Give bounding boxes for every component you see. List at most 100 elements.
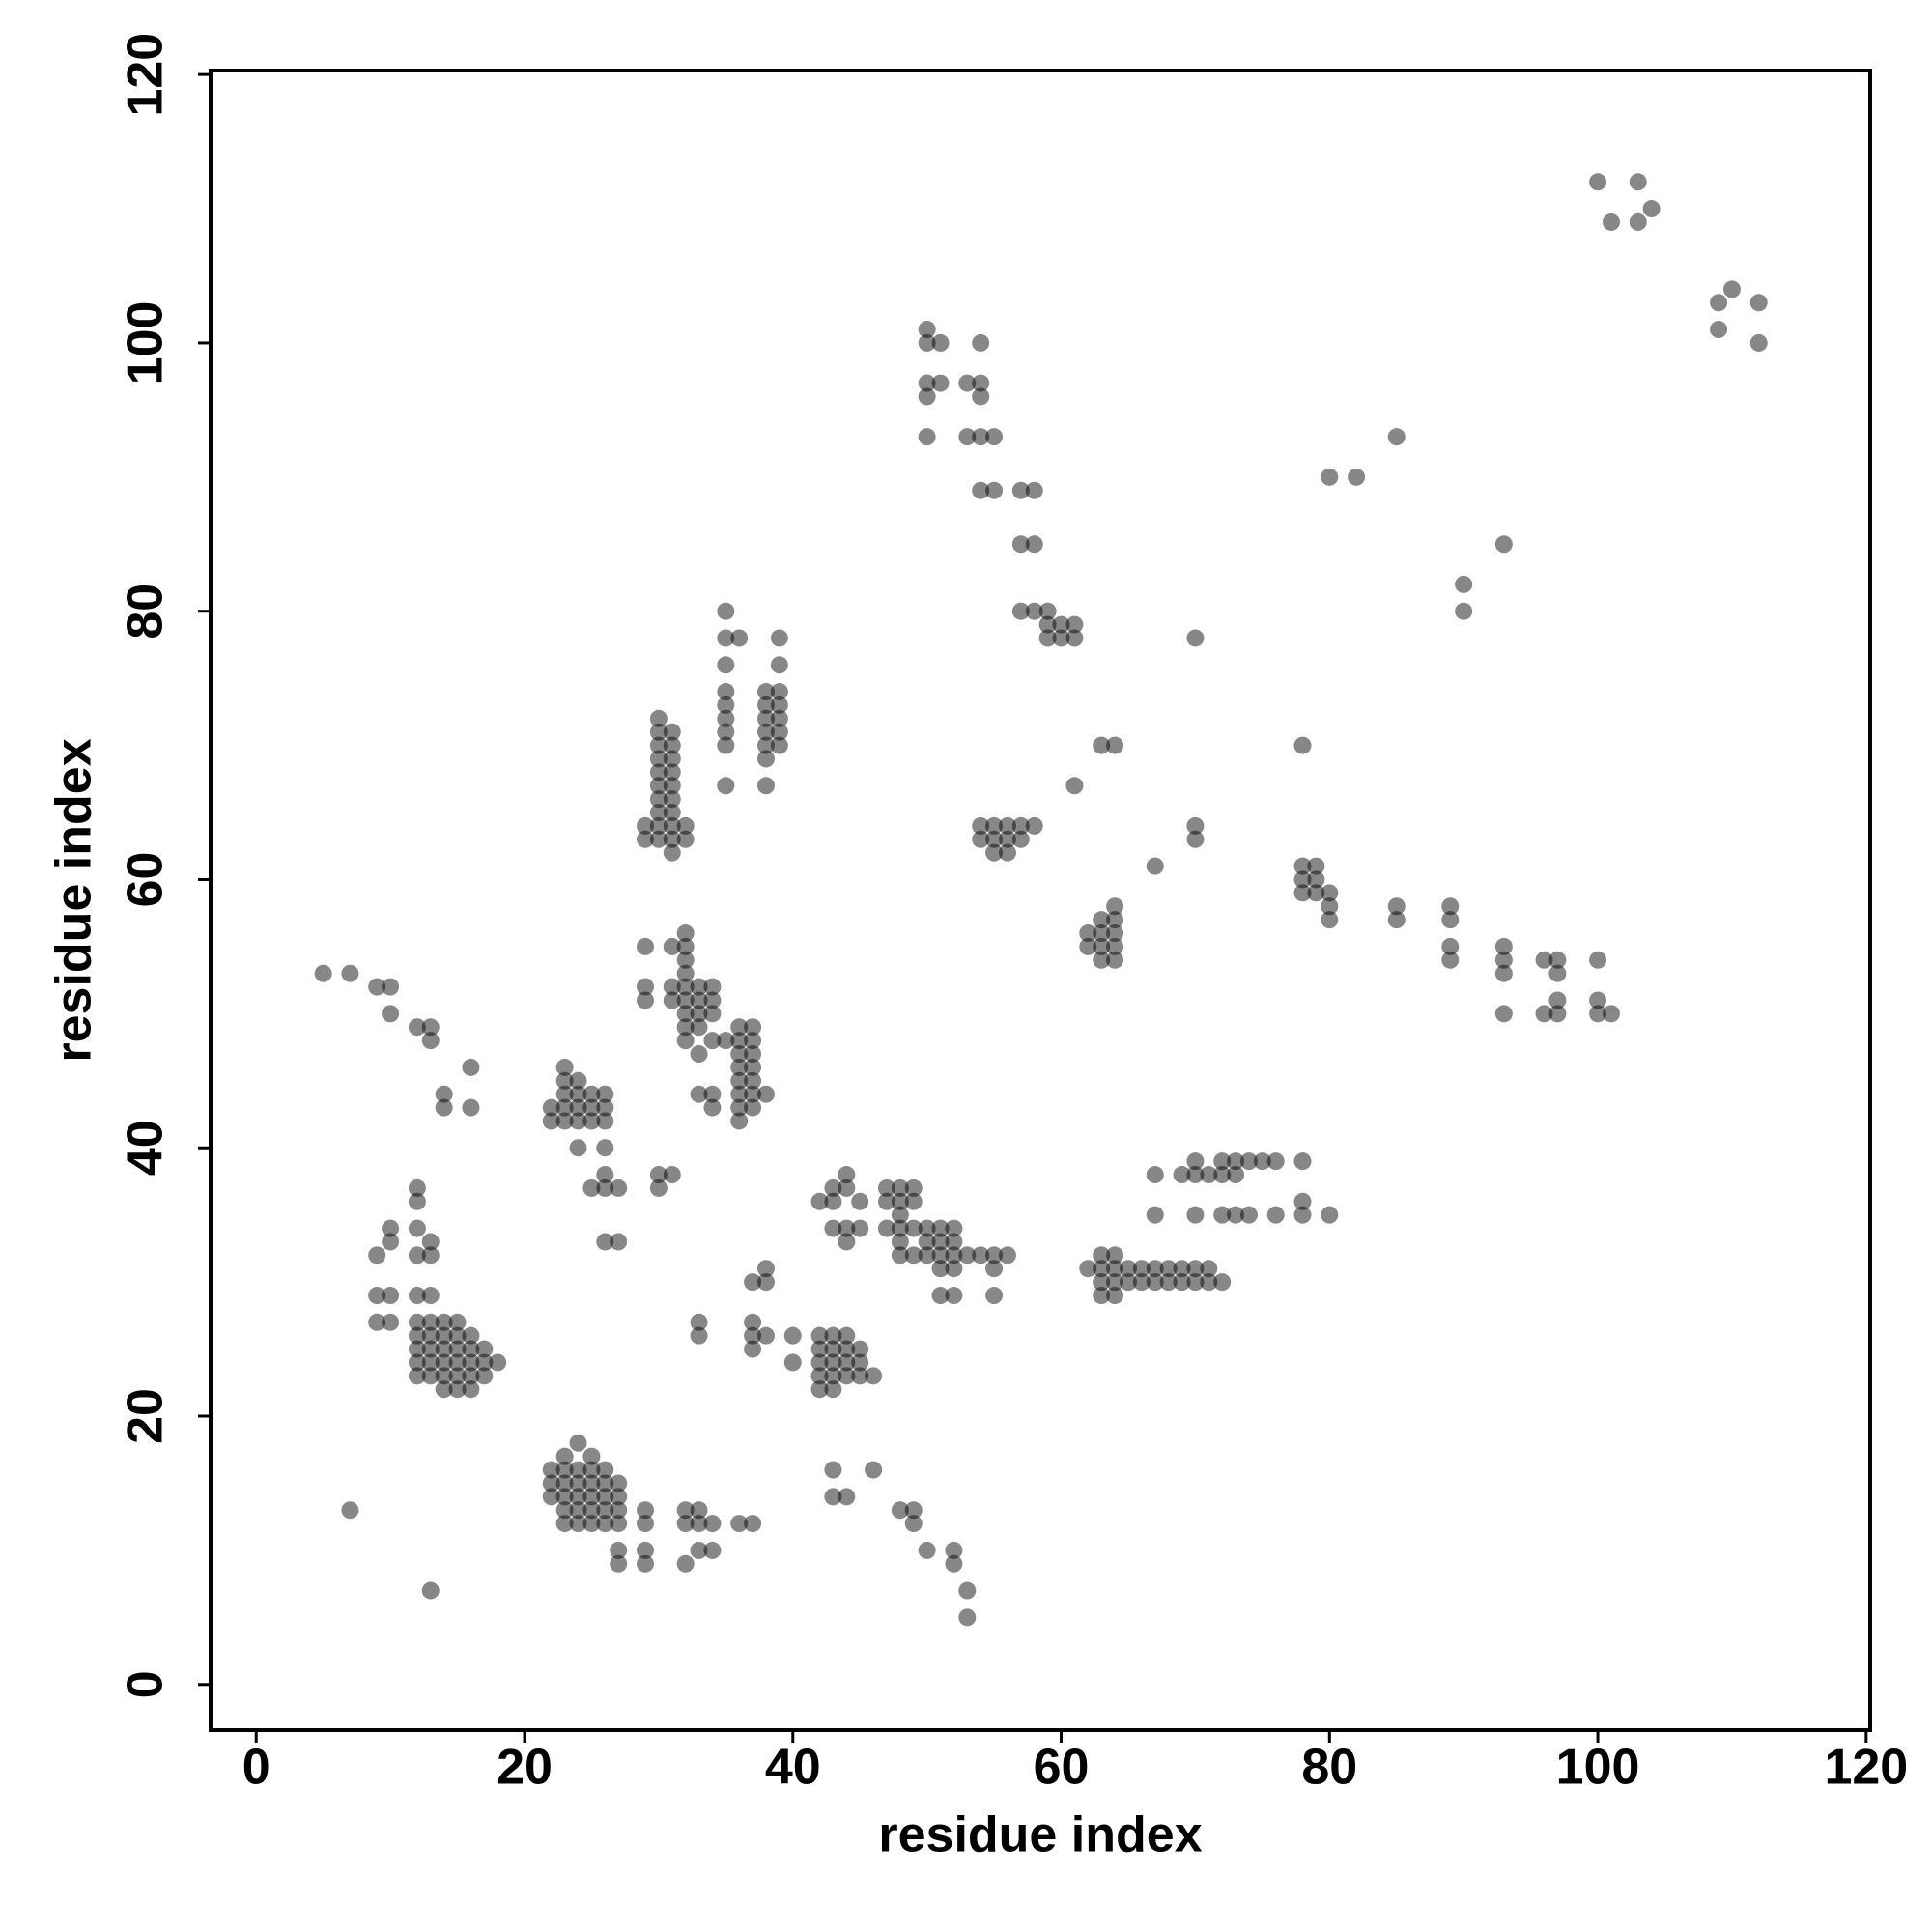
point xyxy=(1186,1206,1205,1224)
point xyxy=(582,1447,601,1465)
point xyxy=(744,1340,762,1358)
point xyxy=(1119,1260,1137,1278)
point xyxy=(1146,1206,1164,1224)
point xyxy=(998,843,1016,862)
point xyxy=(448,1367,467,1385)
point xyxy=(1213,1273,1232,1292)
point xyxy=(462,1353,480,1372)
point xyxy=(582,1474,601,1492)
point xyxy=(569,1515,587,1533)
point xyxy=(918,1246,936,1264)
x-tick-label: 60 xyxy=(1034,1740,1090,1796)
point xyxy=(408,1179,426,1197)
point xyxy=(730,1058,749,1076)
point xyxy=(663,750,681,768)
point xyxy=(636,1541,654,1559)
point xyxy=(596,1474,614,1492)
point xyxy=(1200,1273,1218,1292)
point xyxy=(717,777,735,795)
point xyxy=(931,1287,950,1305)
point xyxy=(555,1085,574,1103)
point xyxy=(838,1353,856,1372)
point xyxy=(945,1246,963,1264)
point xyxy=(569,1098,587,1117)
point xyxy=(636,830,654,848)
point xyxy=(1038,629,1057,647)
point xyxy=(1186,816,1205,835)
plot-frame xyxy=(209,69,1872,1732)
x-tick-label: 20 xyxy=(497,1740,553,1796)
point xyxy=(1494,951,1513,969)
point xyxy=(435,1367,453,1385)
point xyxy=(555,1488,574,1506)
point xyxy=(368,978,386,996)
point xyxy=(730,1098,749,1117)
point xyxy=(824,1380,842,1399)
point xyxy=(1589,991,1607,1009)
point xyxy=(918,1219,936,1237)
point xyxy=(824,1461,842,1479)
point xyxy=(1441,911,1460,929)
point xyxy=(770,629,788,647)
point xyxy=(1106,1260,1124,1278)
point xyxy=(542,1098,560,1117)
point xyxy=(931,1233,950,1251)
point xyxy=(569,1434,587,1452)
point xyxy=(1200,1260,1218,1278)
point xyxy=(649,777,668,795)
point xyxy=(690,1326,708,1345)
point xyxy=(382,1233,400,1251)
point xyxy=(730,1112,749,1130)
point xyxy=(1079,1260,1097,1278)
point xyxy=(663,790,681,809)
point xyxy=(1093,1260,1111,1278)
point xyxy=(756,736,775,754)
point xyxy=(730,1032,749,1050)
point xyxy=(931,374,950,392)
point xyxy=(985,1287,1004,1305)
point xyxy=(770,696,788,714)
point xyxy=(931,1219,950,1237)
point xyxy=(717,602,735,620)
point xyxy=(569,1071,587,1090)
point xyxy=(663,991,681,1009)
point xyxy=(1321,897,1339,916)
point xyxy=(904,1179,923,1197)
point xyxy=(435,1085,453,1103)
point xyxy=(810,1353,829,1372)
y-tick-label: 120 xyxy=(118,33,174,117)
point xyxy=(1186,830,1205,848)
point xyxy=(421,1353,440,1372)
point xyxy=(676,978,695,996)
point xyxy=(1065,615,1084,634)
point xyxy=(824,1367,842,1385)
point xyxy=(690,1313,708,1331)
point xyxy=(1441,937,1460,955)
point xyxy=(1722,280,1741,298)
point xyxy=(408,1192,426,1210)
point xyxy=(610,1474,628,1492)
point xyxy=(408,1287,426,1305)
point xyxy=(717,736,735,754)
point xyxy=(649,709,668,727)
point xyxy=(555,1461,574,1479)
point xyxy=(475,1353,494,1372)
point xyxy=(610,1488,628,1506)
point xyxy=(998,816,1016,835)
point xyxy=(1321,1206,1339,1224)
point xyxy=(770,723,788,741)
point xyxy=(730,1085,749,1103)
point xyxy=(1011,816,1030,835)
point xyxy=(408,1219,426,1237)
y-tick-label: 20 xyxy=(118,1388,174,1444)
point xyxy=(918,374,936,392)
point xyxy=(851,1192,869,1210)
point xyxy=(649,1166,668,1184)
point xyxy=(865,1461,883,1479)
point xyxy=(891,1246,909,1264)
point xyxy=(744,1326,762,1345)
point xyxy=(676,816,695,835)
point xyxy=(1387,428,1406,446)
point xyxy=(569,1461,587,1479)
point xyxy=(382,1313,400,1331)
